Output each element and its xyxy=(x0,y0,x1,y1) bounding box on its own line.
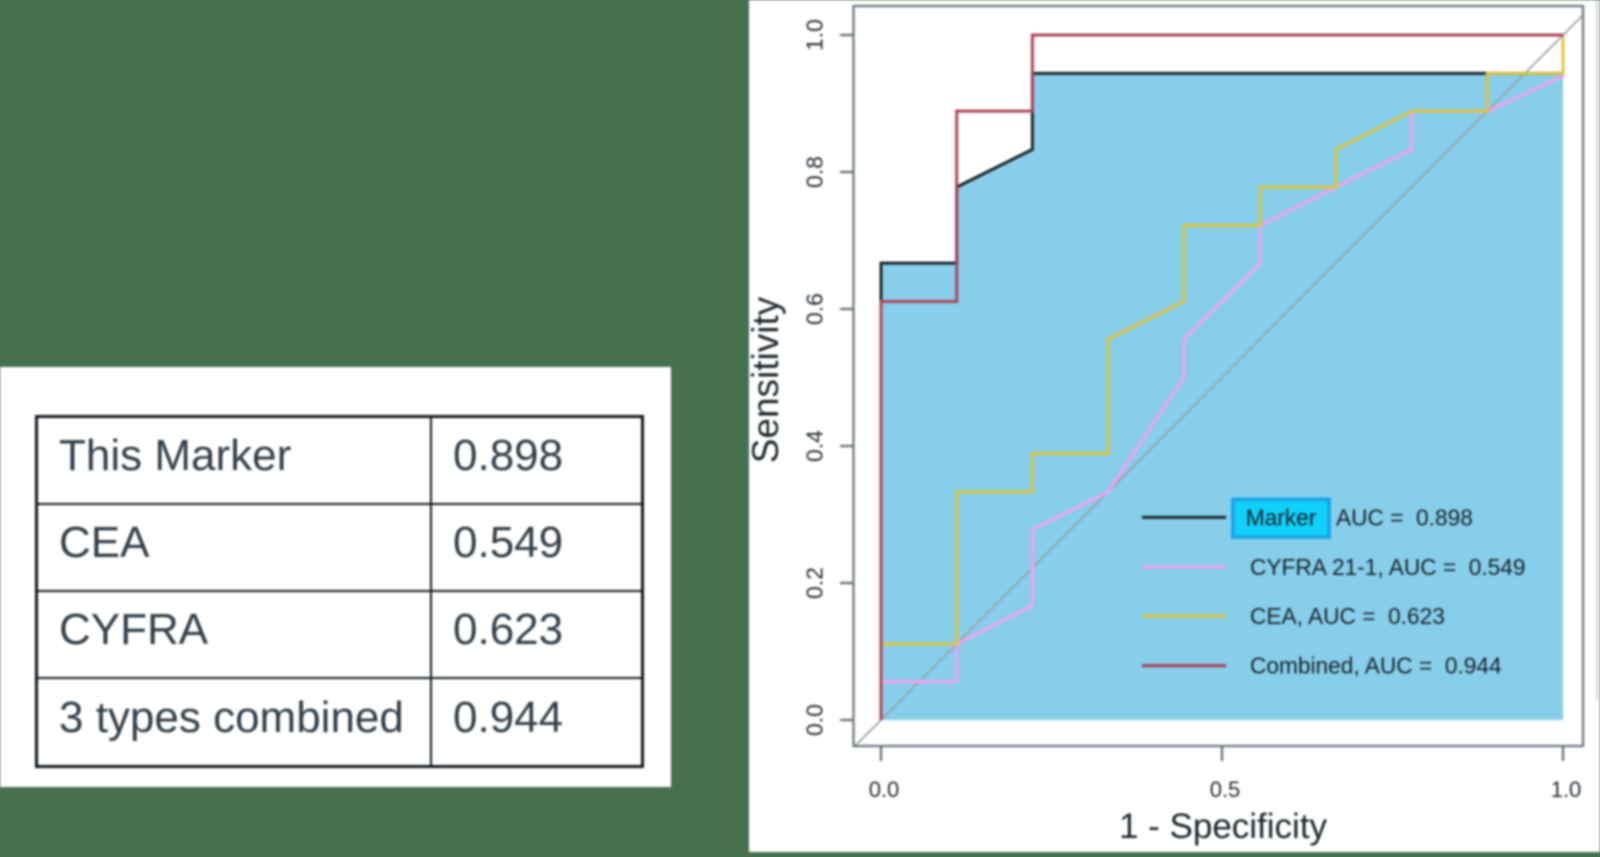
svg-text:0.6: 0.6 xyxy=(802,293,828,325)
svg-text:AUC = 0.898: AUC = 0.898 xyxy=(1336,505,1473,531)
svg-text:0.0: 0.0 xyxy=(869,777,900,802)
svg-text:0.0: 0.0 xyxy=(802,704,828,736)
svg-text:1.0: 1.0 xyxy=(802,19,828,51)
svg-text:CEA, AUC = 0.623: CEA, AUC = 0.623 xyxy=(1250,603,1445,629)
svg-text:CYFRA 21-1, AUC = 0.549: CYFRA 21-1, AUC = 0.549 xyxy=(1250,554,1526,580)
svg-text:0.2: 0.2 xyxy=(802,567,828,599)
svg-text:1.0: 1.0 xyxy=(1551,777,1582,802)
svg-text:Marker: Marker xyxy=(1246,505,1317,531)
svg-text:0.5: 0.5 xyxy=(1210,777,1241,802)
svg-text:0.4: 0.4 xyxy=(802,430,828,462)
svg-text:Combined, AUC = 0.944: Combined, AUC = 0.944 xyxy=(1250,653,1502,679)
svg-text:1 - Specificity: 1 - Specificity xyxy=(1119,807,1328,846)
svg-text:0.8: 0.8 xyxy=(802,156,828,188)
svg-text:Sensitivity: Sensitivity xyxy=(749,296,786,463)
